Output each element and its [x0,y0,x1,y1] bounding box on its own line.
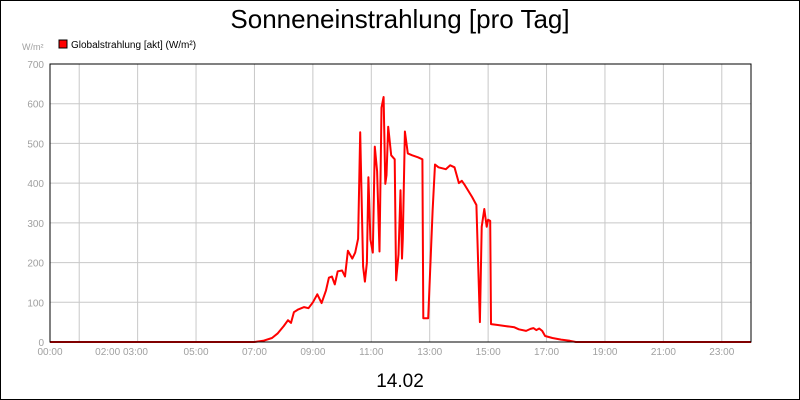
y-tick-label: 0 [38,338,44,349]
y-tick-label: 100 [27,298,44,309]
x-tick-label: 00:00 [37,347,62,358]
y-tick-label: 500 [27,139,44,150]
y-tick-label: 200 [27,259,44,270]
legend: Globalstrahlung [akt] (W/m²) [58,39,196,51]
x-tick-label: 17:00 [534,347,559,358]
x-tick-label: 02:00 03:00 [95,347,148,358]
chart-title: Sonneneinstrahlung [pro Tag] [230,4,569,34]
x-tick-label: 07:00 [242,347,267,358]
plot-area [49,63,752,343]
legend-label: Globalstrahlung [akt] (W/m²) [71,40,196,51]
x-tick-label: 23:00 [709,347,734,358]
series-line-globalstrahlung [50,96,751,343]
x-tick-labels: 00:00 02:00 03:00 05:00 07:00 09:00 11:00 13:0… [37,347,734,358]
y-tick-label: 700 [27,60,44,71]
x-tick-label: 21:00 [651,347,676,358]
y-tick-label: 300 [27,219,44,230]
x-tick-label: 13:00 [417,347,442,358]
y-tick-label: 600 [27,100,44,111]
y-axis-unit: W/m² [22,42,44,52]
x-tick-label: 11:00 [359,347,384,358]
legend-swatch [58,39,68,49]
x-tick-label: 19:00 [592,347,617,358]
x-tick-label: 05:00 [184,347,209,358]
y-tick-label: 400 [27,179,44,190]
x-tick-label: 15:00 [476,347,501,358]
x-tick-label: 09:00 [300,347,325,358]
grid [50,64,751,342]
date-label: 14.02 [376,371,424,392]
y-tick-labels: 0 100 200 300 400 500 600 700 [27,60,44,349]
